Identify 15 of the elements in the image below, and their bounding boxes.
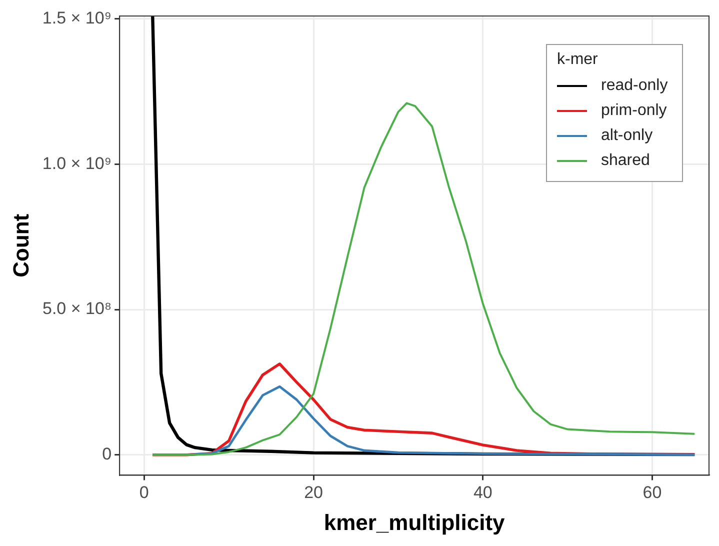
y-tick-label: 1.5 × 10⁹ (42, 8, 112, 28)
y-tick-label: 0 (102, 444, 112, 464)
legend-label: prim-only (601, 102, 667, 120)
legend-label: read-only (601, 76, 668, 94)
y-axis-title: Count (8, 213, 34, 278)
x-tick-label: 60 (642, 483, 662, 502)
x-tick-label: 40 (473, 483, 492, 502)
x-tick-label: 0 (139, 483, 149, 502)
legend-title: k-mer (557, 51, 599, 69)
y-tick-label: 1.0 × 10⁹ (42, 154, 112, 173)
y-tick-label: 5.0 × 10⁸ (42, 299, 112, 318)
legend-label: shared (601, 152, 650, 170)
x-axis-title: kmer_multiplicity (324, 510, 506, 535)
legend-label: alt-only (601, 126, 653, 144)
x-tick-label: 20 (304, 483, 323, 502)
